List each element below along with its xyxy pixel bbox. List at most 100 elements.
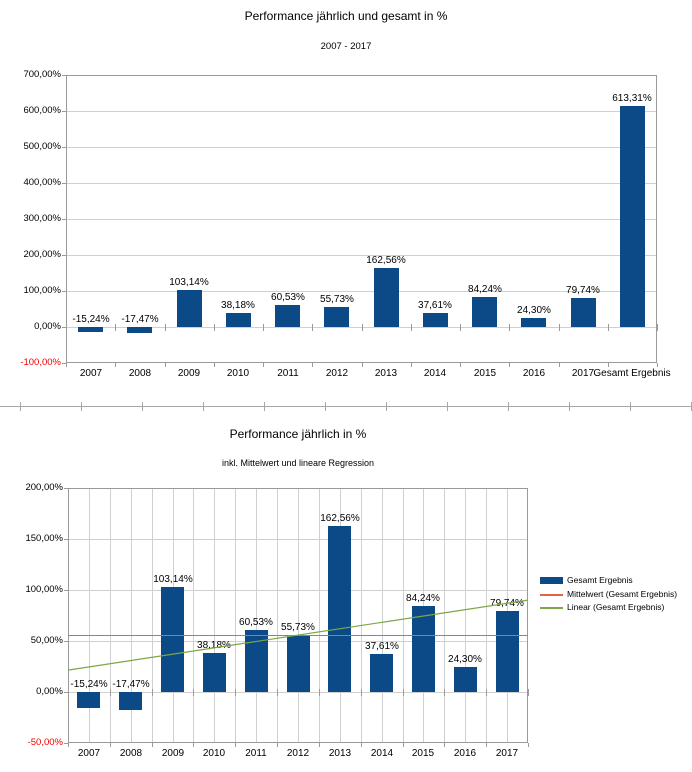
y-axis-tick-label: 0,00%	[36, 686, 63, 697]
x-axis-tick	[214, 363, 215, 367]
y-axis-tick-label: 300,00%	[23, 213, 61, 224]
gridline-horizontal	[66, 327, 657, 328]
divider-tick	[264, 402, 265, 411]
divider-tick	[81, 402, 82, 411]
bar-2008[interactable]	[119, 692, 142, 710]
divider-tick	[20, 402, 21, 411]
y-axis-tick	[64, 590, 68, 591]
bar-2017[interactable]	[571, 298, 596, 327]
bar-2013[interactable]	[328, 526, 351, 692]
bar-value-label: 55,73%	[281, 622, 315, 633]
bar-value-label: 162,56%	[320, 513, 360, 524]
legend-item-label[interactable]: Gesamt Ergebnis	[567, 575, 633, 585]
gridline-vertical	[486, 488, 487, 743]
divider-tick	[630, 402, 631, 411]
bar-2007[interactable]	[78, 327, 103, 332]
bar-2015[interactable]	[472, 297, 497, 327]
x-axis-tick	[235, 743, 236, 747]
bar-2010[interactable]	[203, 653, 226, 692]
y-axis-tick-label: -50,00%	[27, 737, 63, 748]
x-axis-tick	[152, 689, 153, 696]
bar-2011[interactable]	[245, 630, 268, 692]
bar-2013[interactable]	[374, 268, 399, 327]
bar-Gesamt Ergebnis[interactable]	[620, 106, 645, 327]
x-axis-tick	[411, 324, 412, 331]
x-axis-tick	[214, 324, 215, 331]
x-axis-tick	[193, 689, 194, 696]
bar-2009[interactable]	[177, 290, 202, 327]
bar-2010[interactable]	[226, 313, 251, 327]
x-axis-tick	[68, 743, 69, 747]
chart2-title: Performance jährlich in %	[229, 427, 367, 441]
gridline-vertical	[277, 488, 278, 743]
y-axis-tick	[62, 147, 66, 148]
plot-border	[68, 488, 528, 743]
legend-swatch-line	[540, 607, 563, 609]
gridline-vertical	[152, 488, 153, 743]
bar-2012[interactable]	[287, 635, 310, 692]
bar-2011[interactable]	[275, 305, 300, 327]
y-axis-tick	[62, 291, 66, 292]
bar-value-label: 84,24%	[406, 593, 440, 604]
x-axis-category-label: 2009	[177, 368, 201, 379]
bar-value-label: 24,30%	[448, 654, 482, 665]
x-axis-tick	[362, 324, 363, 331]
x-axis-category-label: 2007	[79, 368, 103, 379]
bar-2008[interactable]	[127, 327, 152, 333]
bar-2007[interactable]	[77, 692, 100, 708]
gridline-horizontal	[68, 590, 528, 591]
bar-value-label: -15,24%	[72, 314, 110, 325]
bar-value-label: 103,14%	[169, 277, 209, 288]
x-axis-category-label: 2011	[277, 368, 299, 379]
x-axis-tick	[263, 363, 264, 367]
x-axis-tick	[115, 324, 116, 331]
gridline-horizontal	[66, 111, 657, 112]
x-axis-tick	[361, 743, 362, 747]
x-axis-tick	[403, 689, 404, 696]
bar-2014[interactable]	[423, 313, 448, 327]
gridline-horizontal	[68, 539, 528, 540]
x-axis-tick	[608, 363, 609, 367]
y-axis-tick-label: 100,00%	[25, 584, 63, 595]
x-axis-tick	[460, 363, 461, 367]
legend-item-label[interactable]: Linear (Gesamt Ergebnis)	[567, 602, 665, 612]
bar-value-label: -15,24%	[70, 679, 108, 690]
y-axis-tick-label: 150,00%	[25, 533, 63, 544]
y-axis-tick	[62, 219, 66, 220]
y-axis-tick	[64, 488, 68, 489]
x-axis-tick	[110, 689, 111, 696]
bar-2016[interactable]	[521, 318, 546, 327]
chart1-title: Performance jährlich und gesamt in %	[244, 9, 448, 23]
y-axis-tick-label: -100,00%	[20, 357, 61, 368]
divider-line	[0, 406, 692, 407]
bar-2012[interactable]	[324, 307, 349, 327]
bar-2015[interactable]	[412, 606, 435, 692]
x-axis-category-label: 2011	[245, 748, 267, 759]
bar-value-label: 38,18%	[221, 300, 255, 311]
x-axis-category-label: 2007	[77, 748, 101, 759]
bar-2009[interactable]	[161, 587, 184, 692]
bar-value-label: 60,53%	[239, 617, 273, 628]
x-axis-category-label: 2010	[202, 748, 226, 759]
bar-2014[interactable]	[370, 654, 393, 692]
x-axis-tick	[319, 689, 320, 696]
chart1-subtitle: 2007 - 2017	[320, 41, 372, 52]
x-axis-category-label: 2016	[453, 748, 477, 759]
x-axis-category-label: 2010	[226, 368, 250, 379]
gridline-vertical	[131, 488, 132, 743]
bar-2016[interactable]	[454, 667, 477, 692]
gridline-vertical	[361, 488, 362, 743]
gridline-vertical	[110, 488, 111, 743]
legend-item-label[interactable]: Mittelwert (Gesamt Ergebnis)	[567, 588, 678, 599]
x-axis-tick	[165, 363, 166, 367]
gridline-vertical	[193, 488, 194, 743]
bar-value-label: 37,61%	[418, 300, 452, 311]
gridline-vertical	[382, 488, 383, 743]
bar-2017[interactable]	[496, 611, 519, 692]
bar-value-label: 613,31%	[612, 93, 652, 104]
y-axis-tick	[62, 327, 66, 328]
x-axis-tick	[277, 689, 278, 696]
y-axis-tick-label: 700,00%	[23, 69, 61, 80]
bar-value-label: -17,47%	[112, 679, 150, 690]
